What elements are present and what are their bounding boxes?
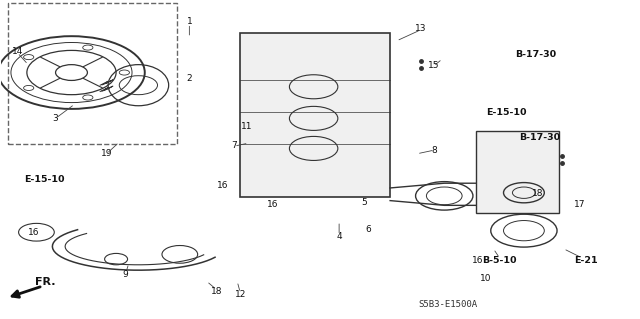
Text: E-21: E-21 <box>575 256 598 264</box>
Text: B-5-10: B-5-10 <box>483 256 517 264</box>
Text: 6: 6 <box>365 225 371 234</box>
Text: E-15-10: E-15-10 <box>24 174 65 184</box>
Text: 16: 16 <box>28 228 39 237</box>
Text: 18: 18 <box>532 189 543 198</box>
Text: B-17-30: B-17-30 <box>515 50 556 59</box>
Text: 18: 18 <box>211 287 223 296</box>
FancyBboxPatch shape <box>476 131 559 213</box>
Text: 3: 3 <box>52 114 58 123</box>
Text: 8: 8 <box>432 145 438 154</box>
Text: 4: 4 <box>336 233 342 241</box>
Text: 2: 2 <box>186 74 192 83</box>
Text: 1: 1 <box>186 18 192 26</box>
Text: 12: 12 <box>235 290 246 299</box>
Text: 13: 13 <box>415 24 426 33</box>
Text: 19: 19 <box>100 149 112 158</box>
Text: B-17-30: B-17-30 <box>519 133 561 143</box>
FancyBboxPatch shape <box>241 33 390 197</box>
Text: 5: 5 <box>362 198 367 207</box>
Text: 9: 9 <box>123 271 129 279</box>
Text: 7: 7 <box>231 141 237 150</box>
Text: E-15-10: E-15-10 <box>486 108 526 117</box>
Text: S5B3-E1500A: S5B3-E1500A <box>418 300 477 309</box>
Text: FR.: FR. <box>35 277 55 286</box>
Text: 14: 14 <box>12 48 23 56</box>
Text: 10: 10 <box>480 274 492 283</box>
Text: 11: 11 <box>241 122 252 131</box>
Text: 16: 16 <box>218 181 229 190</box>
Text: 16: 16 <box>472 256 484 264</box>
Text: 15: 15 <box>428 61 439 70</box>
Text: 17: 17 <box>573 200 585 209</box>
Text: 16: 16 <box>266 200 278 209</box>
